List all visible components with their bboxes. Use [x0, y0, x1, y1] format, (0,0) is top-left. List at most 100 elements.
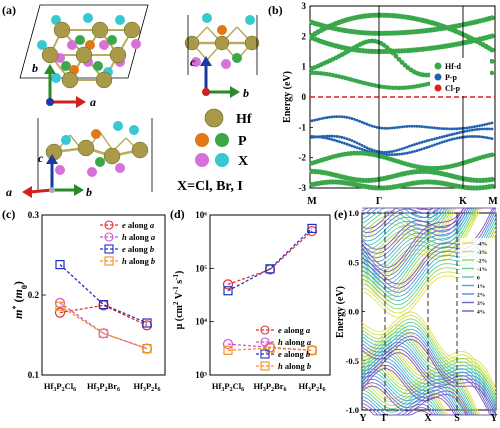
band-point	[489, 183, 495, 189]
panel-a-label: (a)	[2, 3, 16, 17]
ytick-label: 0.1	[28, 370, 40, 380]
valence-band	[361, 406, 496, 416]
series-line	[59, 264, 148, 324]
band-point	[395, 126, 399, 129]
legend-marker	[104, 220, 114, 230]
band-point	[370, 148, 374, 152]
band-point	[470, 125, 474, 129]
panel-b-label: (b)	[268, 3, 283, 17]
atom-x-pink	[87, 167, 97, 177]
legend-hf-d-dot	[434, 62, 442, 70]
panel-d-label: (d)	[170, 207, 185, 221]
data-point	[307, 223, 317, 234]
kpoint-label: X	[424, 413, 432, 423]
band-point	[390, 126, 394, 130]
band-point	[475, 124, 479, 128]
ytick-label: 0	[302, 92, 307, 102]
valence-band	[361, 348, 496, 416]
panel-c-label: (c)	[2, 207, 15, 221]
band-point	[348, 143, 351, 147]
legend-hf-label: Hf	[236, 112, 252, 127]
panel-d-plot: 10⁶ 10⁵ 10⁴ 10³ Hf3P2Cl6 Hf3P2Br6 Hf3P2I6	[195, 210, 325, 393]
band-point	[448, 127, 451, 131]
legend-x-pink-ball	[195, 153, 209, 167]
band-point	[388, 153, 391, 157]
data-point	[142, 318, 152, 328]
panel-e-label: (e)	[334, 207, 347, 221]
atom-x-pink	[115, 163, 125, 173]
atom-x-cyan	[83, 13, 93, 23]
band-point	[338, 115, 341, 119]
legend-p-p-label: P-p	[445, 73, 458, 82]
band-point	[353, 140, 356, 144]
structure-side-right	[184, 13, 260, 69]
band-point	[398, 148, 401, 152]
band-point	[453, 127, 456, 131]
band-point	[358, 147, 361, 150]
legend-label: h along a	[122, 232, 156, 242]
axes-side-bottom: c a b	[6, 151, 92, 199]
band-point	[450, 137, 454, 141]
band-point	[343, 115, 346, 119]
axis-c-label-bottom: c	[38, 151, 44, 165]
atom-hf	[91, 21, 109, 39]
panel-b-legend: Hf-d P-p Cl-p	[430, 58, 490, 96]
band-point	[330, 134, 334, 138]
series-line	[227, 227, 313, 292]
strain-legend-label: -2%	[477, 259, 487, 265]
band-point	[333, 138, 336, 142]
band-point	[313, 118, 316, 122]
axes-top: b a	[32, 61, 96, 109]
band-point	[425, 125, 429, 129]
data-point	[222, 338, 234, 350]
data-point	[55, 301, 65, 311]
band-point	[315, 135, 319, 139]
legend-p-orange-ball	[195, 133, 209, 147]
legend-marker	[260, 325, 270, 335]
band-point	[480, 135, 484, 139]
strain-legend-label: 4%	[477, 310, 485, 316]
legend-marker	[260, 337, 270, 347]
ytick-label: 10⁶	[195, 210, 207, 220]
band-point	[350, 117, 354, 120]
band-point	[348, 138, 351, 142]
panel-d-ylabel: μ (cm2 V-1 s-1)	[172, 271, 185, 330]
conduction-band	[361, 207, 496, 297]
band-point	[488, 122, 491, 125]
panel-c-legend: e along a h along a e along b h along b	[100, 220, 156, 266]
atom-hf	[53, 21, 71, 39]
band-point	[335, 115, 339, 119]
axis-b-label-right: b	[243, 86, 249, 100]
series-line	[227, 347, 313, 351]
data-point	[142, 344, 152, 354]
valence-band	[361, 338, 497, 412]
band-point	[430, 144, 434, 148]
band-point	[333, 134, 336, 138]
kpoint-label: M	[488, 196, 498, 207]
band-point	[475, 128, 479, 131]
axis-b-label-top: b	[32, 61, 38, 75]
atom-p-green	[95, 157, 105, 167]
band-point	[488, 127, 491, 131]
ytick-label: 1.0	[348, 208, 359, 218]
atom-x-cyan	[115, 15, 125, 25]
conduction-band	[361, 207, 496, 275]
band-point	[328, 134, 331, 138]
band-point	[480, 123, 484, 127]
band-point	[455, 131, 459, 135]
band-point	[425, 139, 429, 143]
ytick-label: 2	[302, 31, 307, 41]
legend-label: e along b	[122, 244, 154, 254]
band-point	[415, 124, 419, 128]
legend-p-p-dot	[434, 73, 442, 81]
band-point	[418, 148, 421, 152]
valence-band	[361, 331, 497, 405]
legend-marker	[260, 361, 270, 371]
ytick-label: 0.0	[348, 307, 359, 317]
band-point	[445, 134, 449, 138]
valence-band	[361, 352, 496, 416]
atom-x-pink	[191, 57, 201, 67]
band-point	[325, 116, 329, 119]
band-point	[385, 153, 389, 156]
band-point	[485, 136, 489, 140]
